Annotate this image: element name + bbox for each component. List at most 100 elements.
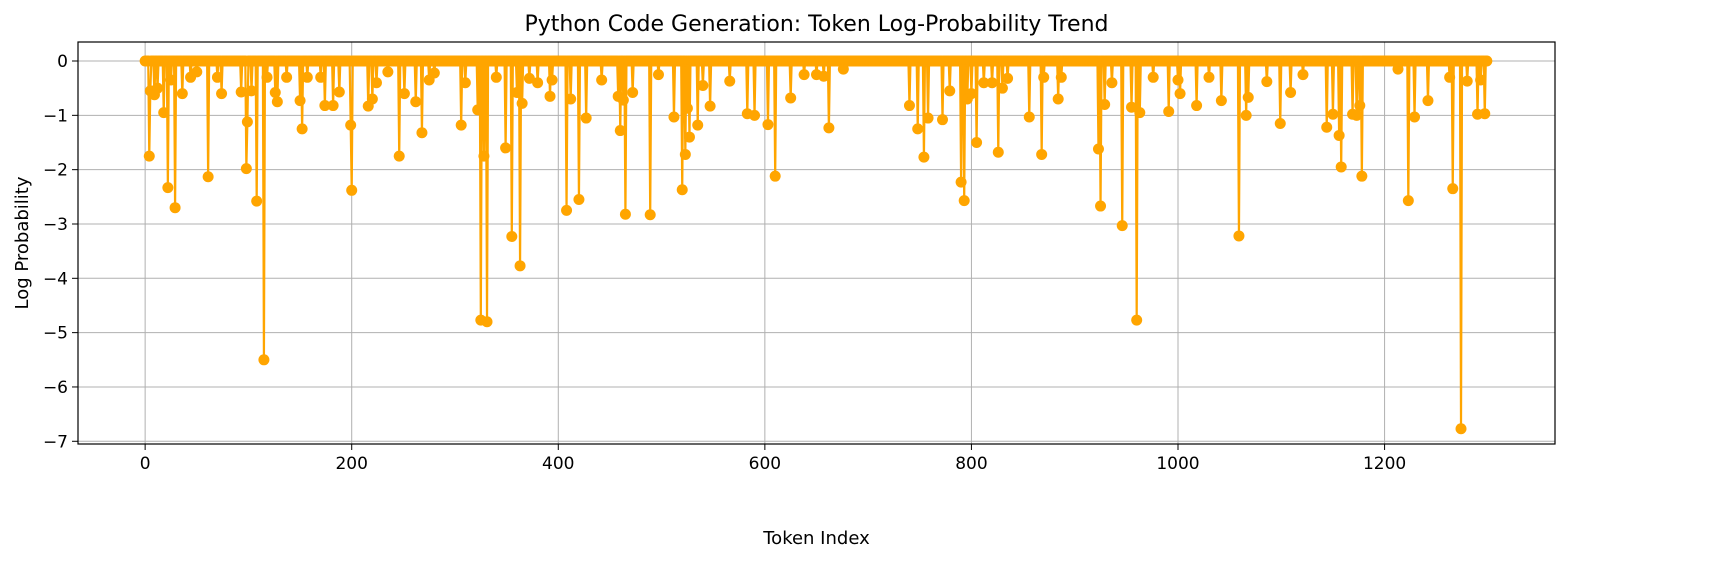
- data-point: [506, 230, 518, 242]
- data-point: [1174, 88, 1186, 100]
- data-point: [211, 71, 223, 83]
- data-point: [565, 93, 577, 105]
- data-point: [561, 204, 573, 216]
- data-point: [455, 119, 467, 131]
- data-point: [241, 116, 253, 128]
- data-point: [1335, 161, 1347, 173]
- data-point: [269, 87, 281, 99]
- data-point: [818, 70, 830, 82]
- data-point: [235, 86, 247, 98]
- data-point: [296, 123, 308, 135]
- y-axis-label: Log Probability: [12, 176, 33, 309]
- data-point: [511, 87, 523, 99]
- data-point: [704, 100, 716, 112]
- data-point: [692, 119, 704, 131]
- data-point: [516, 97, 528, 109]
- data-point: [1297, 69, 1309, 81]
- data-point: [918, 151, 930, 163]
- data-point: [1409, 111, 1421, 123]
- data-point: [152, 82, 164, 94]
- data-point: [327, 100, 339, 112]
- data-point: [294, 95, 306, 107]
- data-point: [785, 92, 797, 104]
- grid-lines: [78, 42, 1555, 444]
- data-point: [1163, 106, 1175, 118]
- data-point: [333, 86, 345, 98]
- x-tick-label: 200: [335, 454, 367, 474]
- data-point: [1356, 170, 1368, 182]
- data-point: [202, 171, 214, 183]
- data-point: [1354, 100, 1366, 112]
- data-point: [958, 195, 970, 207]
- data-point: [614, 125, 626, 137]
- data-point: [393, 150, 405, 162]
- y-tick-label: −1: [43, 106, 68, 126]
- data-point: [1242, 91, 1254, 103]
- data-point: [176, 88, 188, 100]
- data-point: [971, 137, 983, 148]
- data-point: [500, 142, 512, 154]
- data-point: [546, 74, 558, 86]
- data-point: [1447, 183, 1459, 195]
- data-point: [382, 66, 394, 78]
- y-tick-label: 0: [57, 52, 68, 72]
- data-point: [1095, 200, 1107, 212]
- data-point: [410, 96, 422, 108]
- data-point: [798, 69, 810, 81]
- series-line: [145, 59, 1487, 430]
- data-point: [165, 74, 177, 86]
- data-point: [922, 112, 934, 124]
- plot-area-frame: [77, 41, 1556, 445]
- data-point: [143, 150, 155, 162]
- data-point: [668, 111, 680, 123]
- data-point: [1203, 71, 1215, 83]
- data-point: [240, 163, 252, 175]
- data-point: [271, 96, 283, 108]
- data-point: [490, 71, 502, 83]
- data-point: [627, 87, 639, 99]
- y-tick-label: −2: [43, 161, 68, 181]
- data-point: [912, 123, 924, 135]
- data-point: [903, 100, 915, 112]
- data-point: [258, 354, 270, 366]
- data-point: [1055, 71, 1067, 83]
- data-point: [573, 194, 585, 206]
- data-point: [1036, 148, 1048, 160]
- data-point: [216, 88, 228, 100]
- data-point: [1038, 71, 1050, 83]
- data-point: [1285, 87, 1297, 99]
- data-point: [1422, 95, 1434, 107]
- data-point: [1481, 55, 1493, 67]
- data-point: [652, 69, 664, 81]
- data-point: [681, 102, 693, 114]
- data-point: [1172, 74, 1184, 86]
- data-point: [1351, 109, 1363, 121]
- data-point: [644, 209, 656, 221]
- data-point: [937, 114, 949, 126]
- data-point: [619, 208, 631, 220]
- data-point: [1321, 121, 1333, 133]
- x-axis-label: Token Index: [762, 528, 870, 549]
- data-point: [978, 77, 990, 89]
- series-token-logprob: [139, 55, 1493, 435]
- data-point: [1444, 71, 1456, 83]
- data-point: [478, 150, 490, 162]
- y-tick-label: −5: [43, 324, 68, 344]
- data-point: [724, 75, 736, 87]
- data-point: [428, 67, 440, 79]
- data-point: [1455, 423, 1467, 435]
- data-point: [1461, 75, 1473, 87]
- x-tick-label: 1000: [1156, 454, 1199, 474]
- data-point: [514, 260, 526, 272]
- data-point: [596, 74, 608, 86]
- data-point: [676, 184, 688, 196]
- data-point: [315, 71, 327, 83]
- data-point: [996, 82, 1008, 94]
- x-tick-label: 800: [955, 454, 987, 474]
- x-tick-label: 0: [140, 454, 151, 474]
- data-point: [346, 184, 358, 196]
- data-point: [1092, 143, 1104, 155]
- data-point: [544, 90, 556, 102]
- data-point: [366, 93, 378, 105]
